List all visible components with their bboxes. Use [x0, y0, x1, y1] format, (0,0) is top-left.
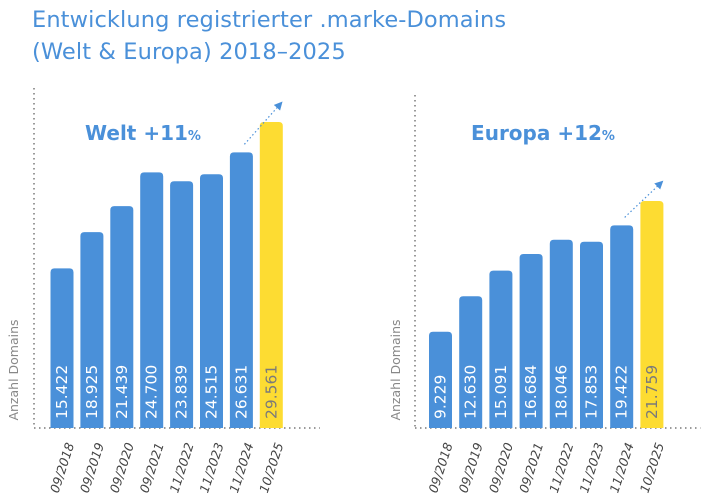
chart-heading: Welt +11%	[85, 121, 201, 145]
x-tick-label: 11/2023	[576, 441, 606, 495]
bar-value-label: 18.046	[552, 365, 570, 419]
bar	[519, 253, 543, 428]
x-tick-label: 09/2019	[77, 441, 107, 495]
trend-arrow	[243, 101, 283, 145]
trend-arrow	[624, 180, 664, 218]
x-tick-label: 11/2024	[607, 441, 637, 495]
chart-europa: Anzahl Domains Europa +12% 9.229 09/2018 12.…	[388, 95, 701, 495]
bar-value-label: 9.229	[432, 375, 450, 419]
bar	[200, 174, 223, 428]
bar	[229, 152, 253, 428]
chart-heading-suffix: %	[602, 129, 615, 144]
bar	[80, 232, 104, 428]
chart-heading: Europa +12%	[471, 121, 615, 145]
x-tick-label: 09/2020	[486, 441, 516, 495]
x-tick-label: 11/2022	[166, 441, 196, 495]
chart-heading-text: Europa +12	[471, 121, 602, 145]
bar	[140, 172, 164, 428]
x-tick-label: 09/2020	[107, 441, 137, 495]
x-tick-label: 11/2024	[226, 441, 256, 495]
x-tick-label: 10/2025	[256, 441, 286, 495]
bar-value-label: 12.630	[462, 365, 480, 419]
bar-value-label: 29.561	[262, 365, 280, 419]
x-tick-label: 11/2022	[546, 441, 576, 495]
x-tick-label: 09/2019	[456, 441, 486, 495]
x-tick-label: 09/2021	[137, 441, 167, 495]
x-tick-label: 09/2018	[47, 441, 77, 495]
bar-value-label: 24.700	[143, 365, 161, 419]
bar-value-label: 21.759	[643, 365, 661, 419]
y-axis-label: Anzahl Domains	[388, 319, 403, 420]
bar-highlight	[259, 122, 283, 428]
chart-heading-suffix: %	[188, 129, 201, 144]
bar	[610, 225, 634, 428]
page-title-line-1: Entwicklung registrierter .marke-Domains	[32, 7, 507, 33]
x-tick-label: 09/2021	[516, 441, 546, 495]
bar	[549, 239, 573, 428]
page-title-line-2: (Welt & Europa) 2018–2025	[32, 39, 346, 65]
x-tick-label: 09/2018	[425, 441, 455, 495]
bar-value-label: 19.422	[613, 365, 631, 419]
x-tick-label: 11/2023	[196, 441, 226, 495]
bar	[110, 206, 134, 428]
bar-value-label: 15.422	[53, 365, 71, 419]
bar	[580, 241, 603, 428]
bar-value-label: 15.091	[492, 365, 510, 419]
bar-highlight	[640, 201, 664, 428]
bar-value-label: 23.839	[173, 365, 191, 419]
x-tick-label: 10/2025	[637, 441, 667, 495]
y-axis-label: Anzahl Domains	[6, 319, 21, 420]
bar-value-label: 26.631	[232, 365, 250, 419]
bar	[50, 268, 74, 428]
bar	[459, 296, 483, 428]
chart-welt: Anzahl Domains Welt +11% 15.422 09/2018 18.9…	[6, 88, 320, 495]
bar-value-label: 17.853	[583, 365, 601, 419]
bar	[489, 270, 513, 428]
bar	[429, 331, 452, 428]
chart-heading-text: Welt +11	[85, 121, 188, 145]
bar-value-label: 16.684	[522, 365, 540, 419]
bar-value-label: 21.439	[113, 365, 131, 419]
page-title: Entwicklung registrierter .marke-Domains…	[32, 4, 506, 68]
bar-value-label: 24.515	[203, 365, 221, 419]
bar	[170, 181, 194, 428]
bar-value-label: 18.925	[83, 365, 101, 419]
